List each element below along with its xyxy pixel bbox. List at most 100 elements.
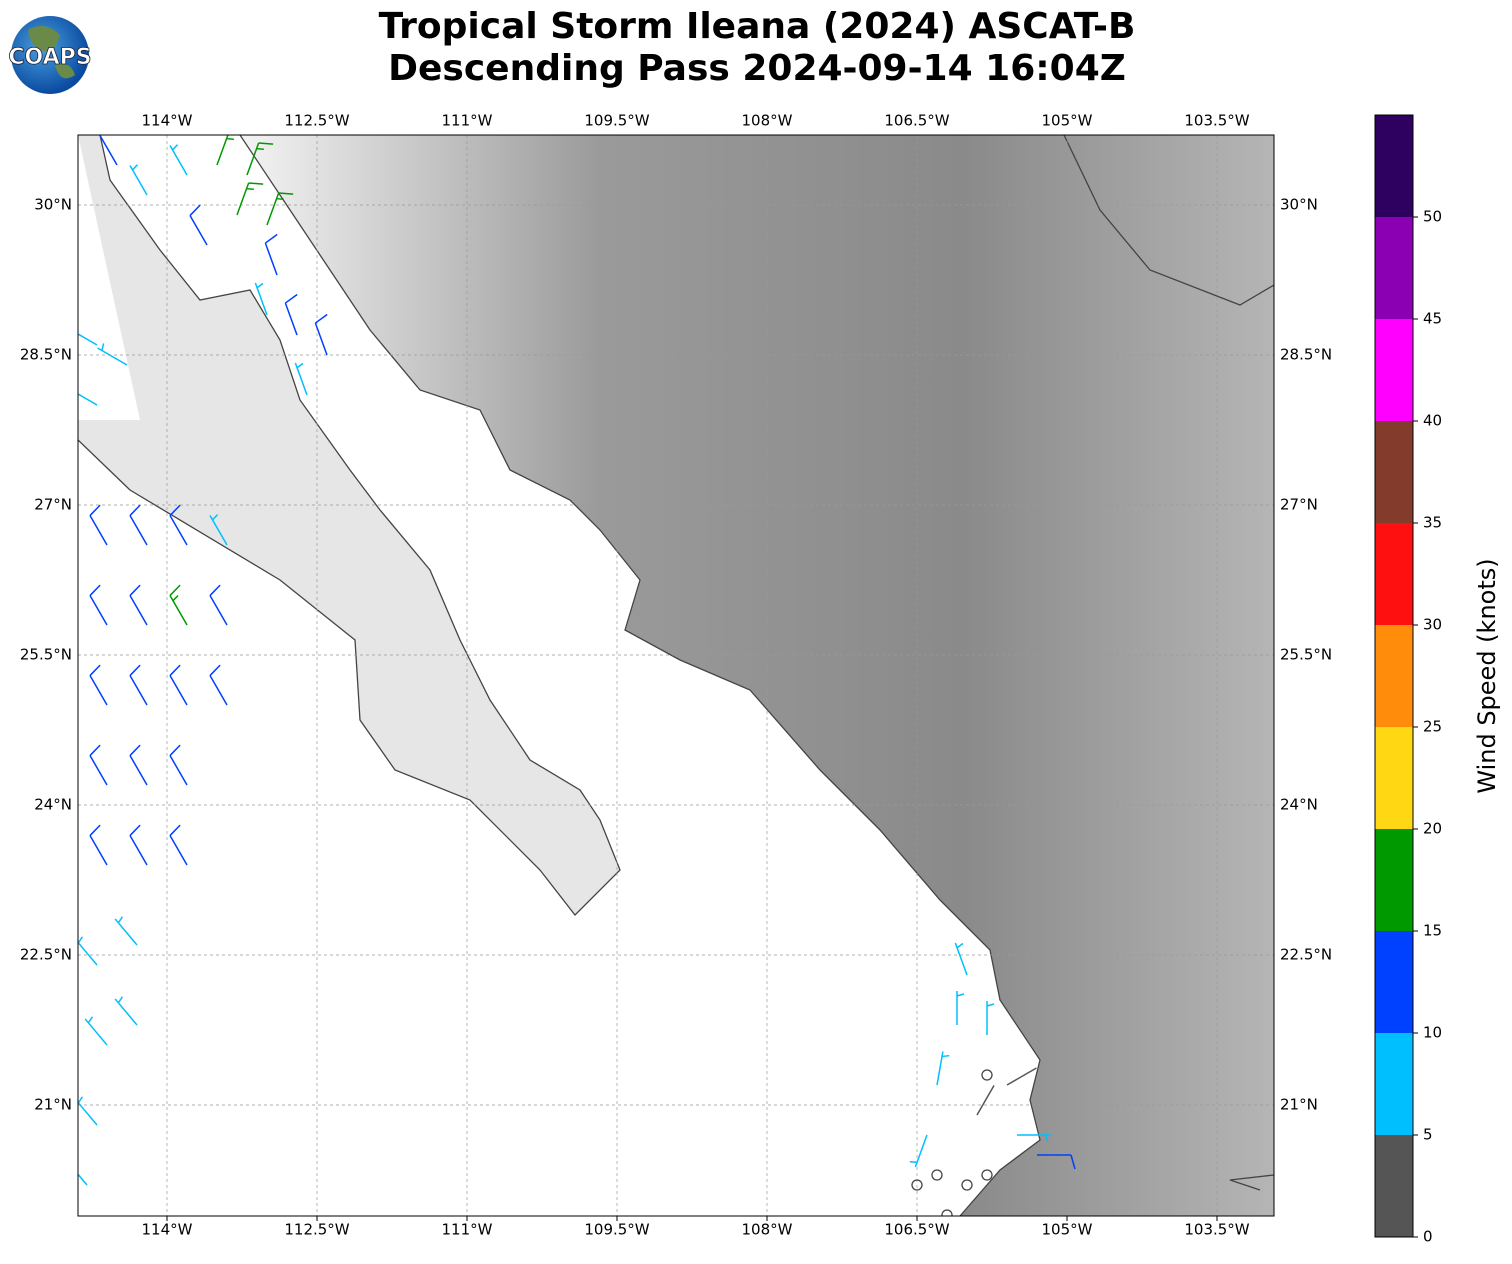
x-tick-label: 112.5°W bbox=[284, 1221, 349, 1239]
wind-barb bbox=[129, 664, 148, 706]
x-tick-label: 106.5°W bbox=[884, 112, 949, 130]
wind-barb bbox=[89, 504, 108, 546]
wind-barb bbox=[89, 584, 108, 626]
y-tick-label: 22.5°N bbox=[20, 946, 72, 964]
x-tick-label: 109.5°W bbox=[584, 112, 649, 130]
wind-barb bbox=[169, 504, 188, 546]
wind-barb bbox=[169, 664, 188, 706]
wind-barb bbox=[909, 1134, 928, 1168]
wind-barb bbox=[236, 182, 264, 216]
y-tick-label: 25.5°N bbox=[1280, 646, 1332, 664]
colorbar-tick-label: 15 bbox=[1423, 922, 1442, 940]
subtitle: Descending Pass 2024-09-14 16:04Z bbox=[388, 48, 1126, 89]
wind-barb bbox=[1017, 1134, 1051, 1143]
calm-circle bbox=[961, 1179, 973, 1191]
wind-barb bbox=[89, 824, 108, 866]
logo: COAPS bbox=[8, 16, 92, 94]
wind-barb bbox=[209, 664, 228, 706]
colorbar-segment bbox=[1375, 319, 1413, 421]
logo-text: COAPS bbox=[8, 45, 91, 70]
colorbar-tick-label: 30 bbox=[1423, 616, 1442, 634]
colorbar-segment bbox=[1375, 931, 1413, 1033]
y-tick-label: 27°N bbox=[34, 496, 72, 514]
mainland-coast bbox=[239, 135, 1041, 1216]
colorbar-tick-label: 50 bbox=[1423, 208, 1442, 226]
colorbar-segment bbox=[1375, 1135, 1413, 1237]
wind-barb bbox=[78, 1096, 98, 1126]
wind-barb bbox=[314, 313, 328, 356]
wind-barb bbox=[294, 362, 308, 396]
x-tick-label: 105°W bbox=[1042, 1221, 1093, 1239]
x-tick-label: 106.5°W bbox=[884, 1221, 949, 1239]
colorbar-segment bbox=[1375, 727, 1413, 829]
mainland bbox=[240, 135, 1274, 1216]
wind-barb bbox=[264, 233, 278, 276]
x-tick-label: 108°W bbox=[742, 112, 793, 130]
colorbar-segment bbox=[1375, 523, 1413, 625]
colorbar-segment bbox=[1375, 421, 1413, 523]
calm-circle bbox=[941, 1209, 953, 1216]
y-tick-label: 28.5°N bbox=[20, 346, 72, 364]
x-tick-label: 112.5°W bbox=[284, 112, 349, 130]
x-tick-label: 103.5°W bbox=[1184, 112, 1249, 130]
colorbar-segment bbox=[1375, 1033, 1413, 1135]
x-tick-label: 111°W bbox=[442, 1221, 493, 1239]
grid: 114°W 114°W 112.5°W 112.5°W 111°W 111°W 109.5°… bbox=[20, 112, 1332, 1239]
wind-barb bbox=[209, 514, 228, 546]
colorbar-segment bbox=[1375, 625, 1413, 727]
baja-coast bbox=[78, 135, 621, 916]
colorbar-tick-label: 10 bbox=[1423, 1024, 1442, 1042]
barbs bbox=[78, 135, 1076, 1216]
y-tick-label: 21°N bbox=[1280, 1096, 1318, 1114]
colorbar-label: Wind Speed (knots) bbox=[1473, 558, 1501, 793]
wind-barb bbox=[89, 664, 108, 706]
x-tick-label: 105°W bbox=[1042, 112, 1093, 130]
wind-barb bbox=[956, 991, 965, 1025]
colorbar-tick-label: 35 bbox=[1423, 514, 1442, 532]
baja-land bbox=[78, 135, 620, 915]
wind-barb bbox=[284, 293, 298, 336]
wind-barb bbox=[976, 1085, 995, 1116]
wind-barb bbox=[84, 1016, 108, 1046]
wind-barb bbox=[129, 744, 148, 786]
wind-barb bbox=[78, 936, 98, 966]
x-tick-label: 111°W bbox=[442, 112, 493, 130]
colorbar-segment bbox=[1375, 217, 1413, 319]
wind-barb bbox=[78, 1173, 88, 1186]
colorbar-segment bbox=[1375, 829, 1413, 931]
wind-barb bbox=[169, 584, 188, 626]
southeast-coast bbox=[1229, 1174, 1274, 1191]
wind-barb bbox=[216, 135, 234, 166]
x-tick-label: 114°W bbox=[142, 112, 193, 130]
calm-circle bbox=[981, 1169, 993, 1181]
y-tick-label: 28.5°N bbox=[1280, 346, 1332, 364]
wind-barb bbox=[114, 996, 138, 1026]
wind-barb bbox=[129, 824, 148, 866]
colorbar: 0 5 10 15 20 25 30 35 40 45 50 bbox=[1374, 114, 1442, 1246]
calm-circle bbox=[981, 1069, 993, 1081]
wind-barb bbox=[254, 282, 268, 316]
wind-barb bbox=[209, 584, 228, 626]
wind-barb bbox=[169, 144, 188, 176]
wind-barb bbox=[129, 584, 148, 626]
wind-barb bbox=[266, 192, 294, 226]
y-tick-label: 30°N bbox=[1280, 196, 1318, 214]
y-tick-label: 25.5°N bbox=[20, 646, 72, 664]
y-tick-label: 27°N bbox=[1280, 496, 1318, 514]
colorbar-segment bbox=[1375, 115, 1413, 217]
colorbar-tick-label: 45 bbox=[1423, 310, 1442, 328]
wind-barb bbox=[189, 204, 208, 246]
colorbar-tick-label: 5 bbox=[1423, 1126, 1433, 1144]
x-tick-label: 109.5°W bbox=[584, 1221, 649, 1239]
wind-barb bbox=[1037, 1154, 1076, 1170]
wind-barb bbox=[97, 343, 128, 366]
y-tick-label: 30°N bbox=[34, 196, 72, 214]
wind-barb bbox=[99, 135, 118, 166]
colorbar-tick-label: 20 bbox=[1423, 820, 1442, 838]
wind-barb bbox=[89, 744, 108, 786]
x-tick-label: 108°W bbox=[742, 1221, 793, 1239]
wind-barb bbox=[1006, 1067, 1037, 1086]
colorbar-tick-label: 25 bbox=[1423, 718, 1442, 736]
wind-barb bbox=[169, 744, 188, 786]
